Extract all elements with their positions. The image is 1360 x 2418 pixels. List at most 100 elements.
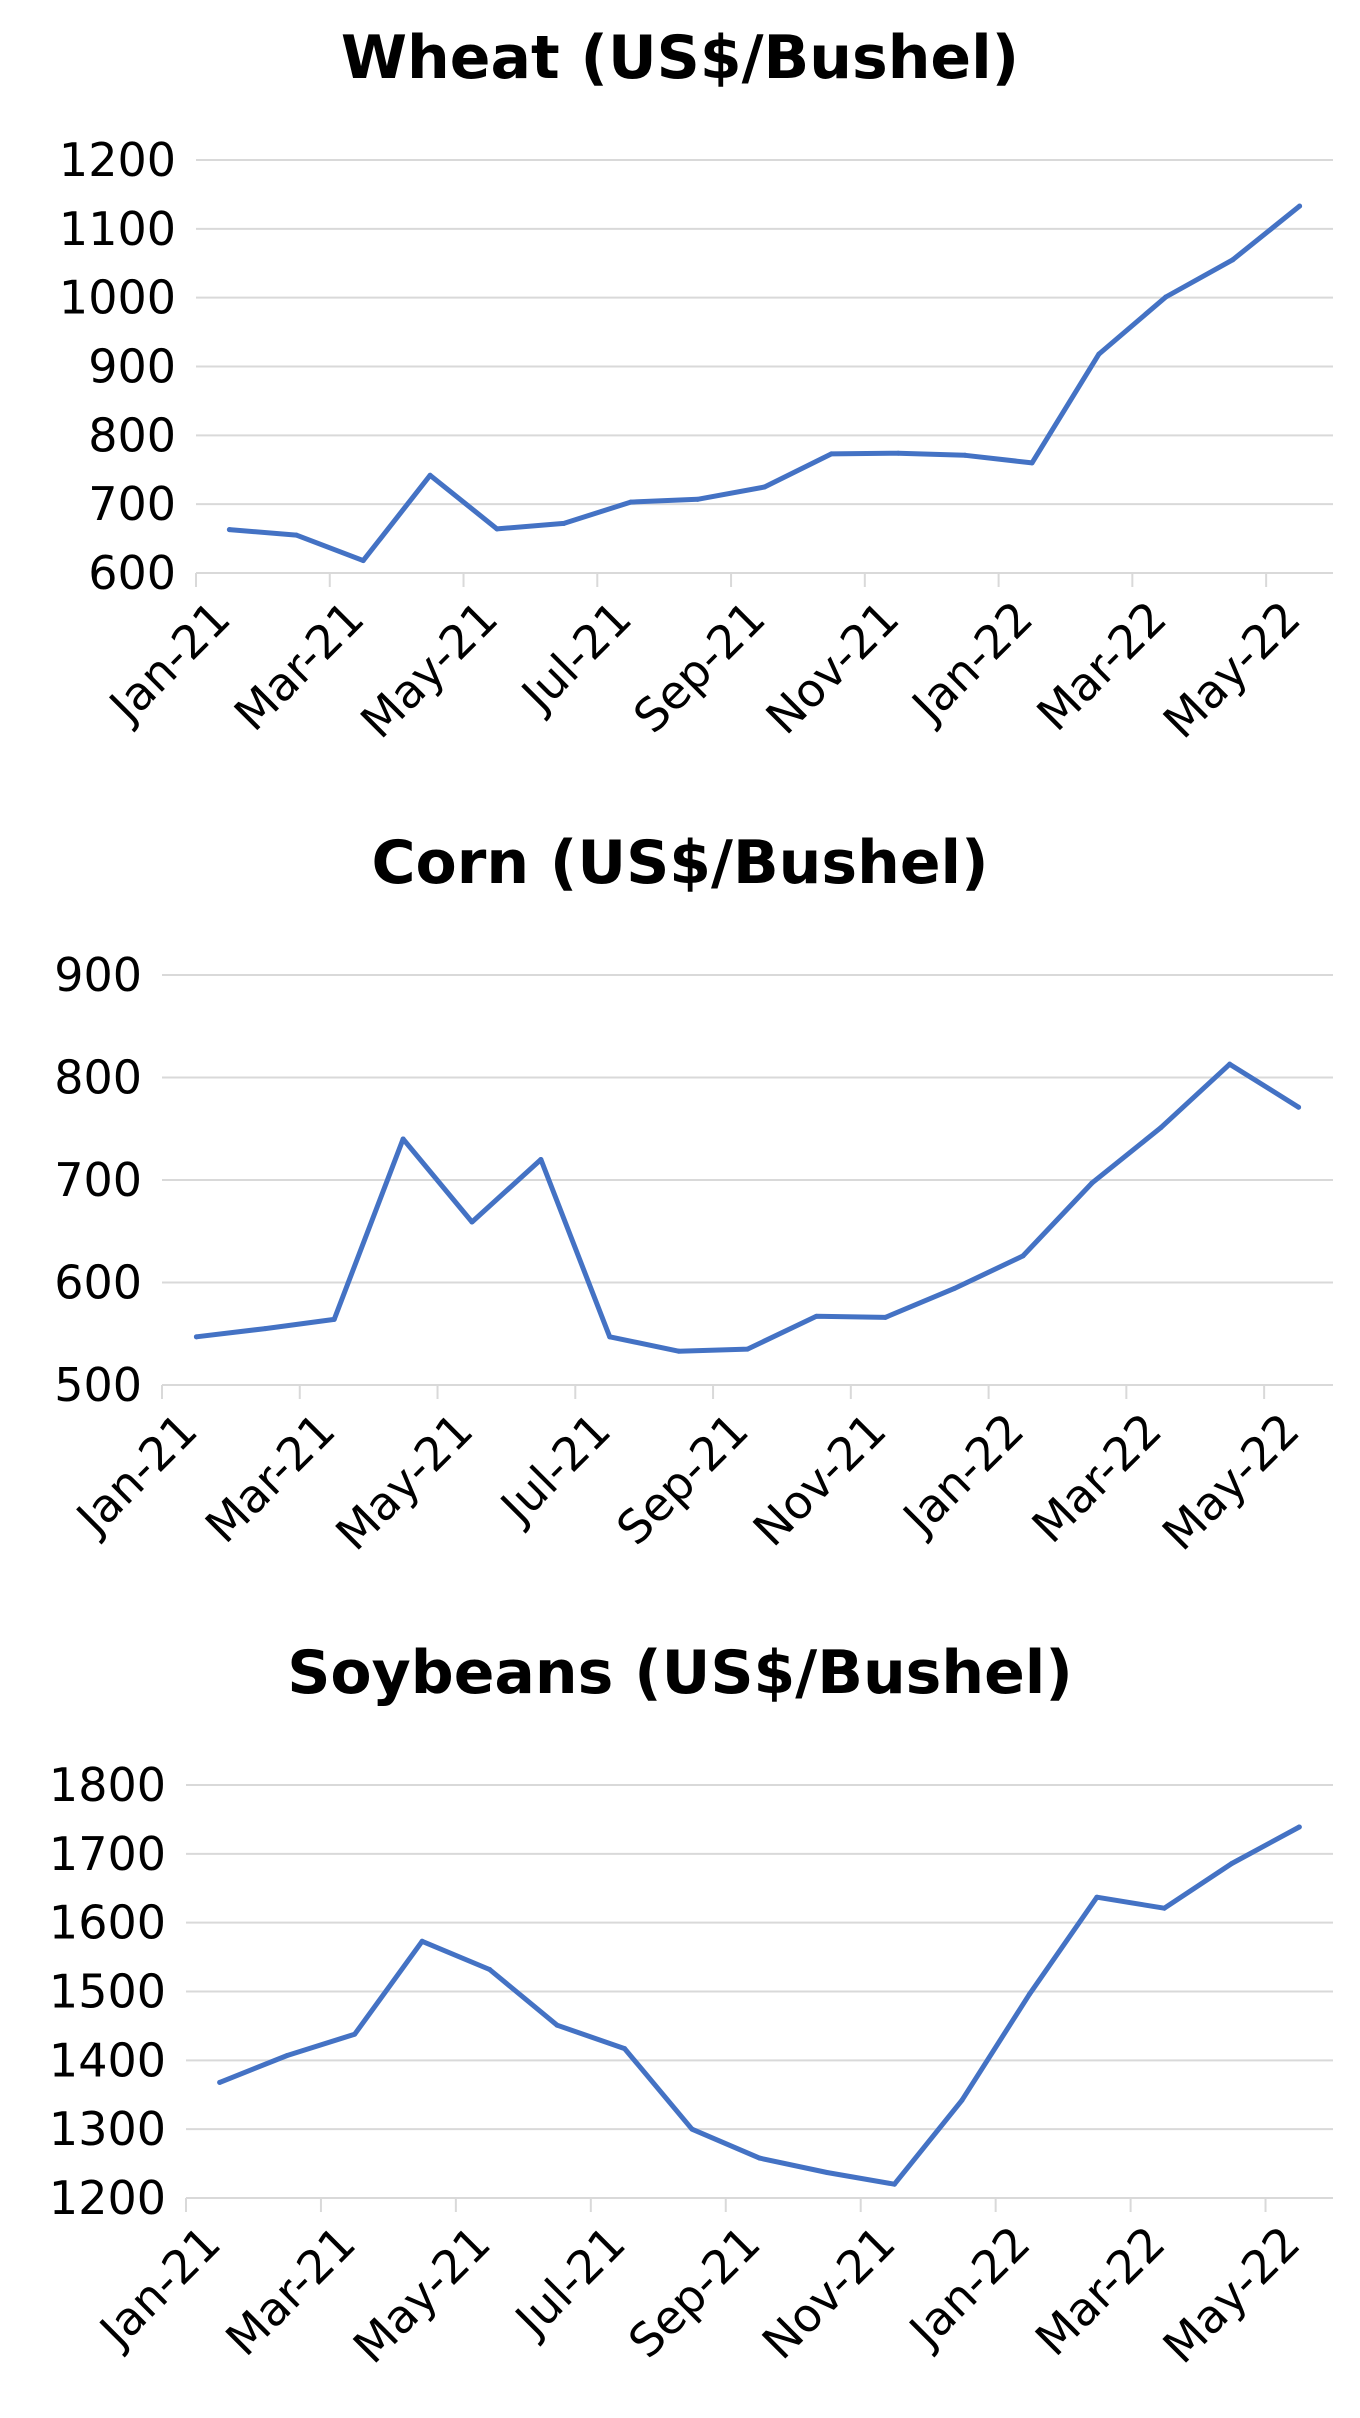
data-point	[226, 527, 232, 533]
x-tick-label: Mar-21	[195, 1403, 346, 1554]
data-point	[622, 2046, 628, 2052]
y-tick-label: 1400	[49, 2033, 166, 2087]
data-point	[824, 2170, 830, 2176]
x-tick-label: Sep-21	[618, 2216, 771, 2369]
data-point	[1297, 203, 1303, 209]
y-tick-label: 1500	[49, 1965, 166, 2019]
x-tick-label: Mar-21	[215, 2216, 366, 2367]
series-line	[217, 1824, 1302, 2187]
x-tick-label: Jan-21	[87, 2216, 231, 2360]
y-tick-label: 600	[54, 1256, 142, 1310]
data-point	[895, 450, 901, 456]
wheat-plot-area: 600700800900100011001200Jan-21Mar-21May-…	[59, 133, 1333, 749]
corn-chart: Corn (US$/Bushel) 500 600 700 800 900 Jan-21 M…	[0, 805, 1360, 1605]
data-point	[757, 2155, 762, 2161]
y-tick-label: 1800	[49, 1758, 166, 1812]
data-point	[882, 1314, 888, 1320]
y-tick-label: 700	[54, 1153, 142, 1207]
data-point	[695, 496, 701, 502]
data-point	[1229, 1860, 1235, 1866]
x-tick-label: Nov-21	[743, 1403, 897, 1557]
data-point	[400, 1136, 406, 1142]
data-point	[419, 1938, 425, 1944]
y-tick-label: 1000	[59, 271, 176, 325]
y-tick-label: 1700	[49, 1827, 166, 1881]
data-point	[1296, 1104, 1302, 1110]
x-tick-label: May-22	[1152, 1403, 1310, 1561]
data-point	[561, 520, 567, 526]
x-tick-label: May-22	[1152, 2216, 1310, 2374]
data-point	[193, 1334, 199, 1340]
data-point	[1227, 1061, 1233, 1067]
x-tick-label: Jan-22	[900, 591, 1044, 735]
data-point	[959, 2097, 965, 2103]
data-point	[607, 1334, 613, 1340]
x-tick-label: Mar-22	[1026, 591, 1177, 742]
y-tick-label: 800	[54, 1051, 142, 1105]
data-point	[427, 472, 433, 478]
data-point	[1094, 1894, 1100, 1900]
y-tick-label: 900	[54, 948, 142, 1002]
x-tick-label: Nov-21	[752, 2216, 906, 2370]
series-line	[226, 203, 1303, 564]
data-point	[554, 2022, 560, 2028]
chart-title: Corn (US$/Bushel)	[371, 828, 989, 898]
chart-title: Soybeans (US$/Bushel)	[287, 1638, 1073, 1708]
data-point	[360, 558, 366, 564]
data-point	[293, 532, 299, 538]
x-tick-label: Nov-21	[755, 591, 909, 745]
data-point	[1158, 1125, 1164, 1131]
y-tick-label: 1100	[59, 202, 176, 256]
data-point	[689, 2126, 695, 2132]
data-point	[891, 2181, 897, 2187]
data-point	[762, 484, 767, 490]
x-tick-label: Sep-21	[606, 1403, 759, 1556]
data-point	[217, 2079, 223, 2085]
data-point	[331, 1316, 337, 1322]
data-point	[538, 1157, 544, 1162]
y-tick-label: 1200	[49, 2171, 166, 2225]
data-point	[1163, 294, 1169, 300]
data-point	[828, 451, 834, 457]
data-point	[745, 1346, 750, 1352]
x-tick-label: Jul-21	[503, 2216, 636, 2349]
x-tick-label: Mar-22	[1025, 2216, 1176, 2367]
y-tick-label: 900	[88, 340, 176, 394]
x-tick-label: Mar-21	[224, 591, 375, 742]
data-point	[1089, 1180, 1095, 1186]
chart-title: Wheat (US$/Bushel)	[340, 23, 1020, 93]
data-point	[813, 1313, 819, 1319]
data-point	[628, 499, 634, 505]
y-tick-label: 800	[88, 408, 176, 462]
data-point	[352, 2031, 358, 2037]
x-tick-label: Sep-21	[623, 591, 776, 744]
series-line	[193, 1061, 1302, 1354]
data-point	[262, 1326, 268, 1332]
y-tick-label: 1300	[49, 2102, 166, 2156]
x-tick-label: Jul-21	[488, 1403, 621, 1536]
data-point	[962, 452, 968, 458]
x-tick-label: Jul-21	[509, 591, 642, 724]
data-point	[676, 1348, 682, 1354]
data-point	[1230, 257, 1236, 263]
wheat-chart: Wheat (US$/Bushel) 600 700 800 900 1000 1100 1…	[0, 0, 1360, 790]
data-point	[1296, 1824, 1302, 1830]
y-tick-label: 700	[88, 477, 176, 531]
y-tick-label: 500	[54, 1358, 142, 1412]
soybeans-chart: Soybeans (US$/Bushel) 1200 1300 1400 1500 16…	[0, 1615, 1360, 2415]
data-point	[1096, 351, 1102, 357]
x-tick-label: Jan-22	[891, 1403, 1035, 1547]
x-tick-label: May-21	[325, 1403, 483, 1561]
x-tick-label: May-21	[350, 591, 508, 749]
data-point	[1026, 1991, 1032, 1997]
x-tick-label: Jan-21	[97, 591, 241, 735]
data-point	[951, 1286, 957, 1292]
data-point	[487, 1966, 493, 1972]
y-tick-label: 1600	[49, 1896, 166, 1950]
data-point	[1161, 1905, 1167, 1911]
data-point	[469, 1219, 475, 1225]
y-tick-label: 1200	[59, 133, 176, 187]
x-tick-label: Mar-22	[1021, 1403, 1172, 1554]
x-tick-label: May-21	[343, 2216, 501, 2374]
